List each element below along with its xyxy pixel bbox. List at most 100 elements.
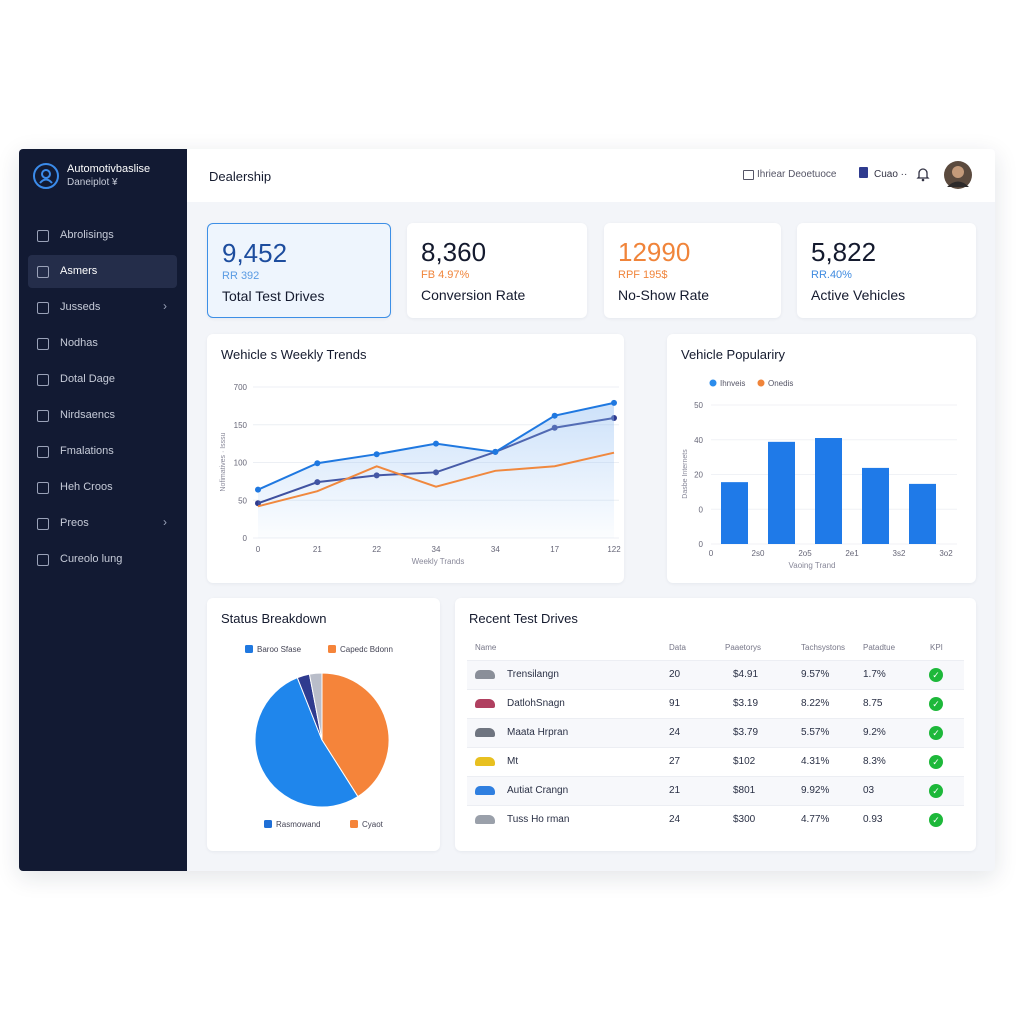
line-chart-card: Wehicle s Weekly Trends 0 50 100 150 700 Nofi…: [207, 334, 624, 583]
table-cell: $801: [733, 785, 756, 796]
nav-item[interactable]: Asmers: [28, 255, 177, 288]
y-tick-label: 100: [234, 459, 248, 468]
table-cell: Maata Hrpran: [507, 727, 569, 738]
nav-label: Preos: [60, 517, 89, 529]
point: [433, 440, 439, 447]
nav-item[interactable]: Dotal Dage: [28, 363, 177, 396]
nav-label: Fmalations: [60, 445, 114, 457]
car-icon: [475, 815, 495, 824]
link-icon: [743, 170, 754, 180]
column-header: Paaetorys: [725, 643, 762, 652]
table-cell: 4.77%: [801, 814, 830, 825]
table-cell: DatlohSnagn: [507, 698, 565, 709]
nav-label: Asmers: [60, 265, 98, 277]
nav-item[interactable]: Abrolisings: [28, 219, 177, 252]
kpi-check: ✓: [929, 726, 943, 740]
row-divider: [467, 747, 964, 748]
kpi-label: Total Test Drives: [222, 288, 325, 304]
header-link[interactable]: Ihriear Deoetuoce: [757, 169, 837, 180]
y-tick-label: 0: [243, 534, 248, 543]
table-cell: Tuss Ho rman: [507, 814, 570, 825]
legend-swatch: [757, 379, 765, 387]
x-tick-label: 21: [313, 545, 322, 554]
column-header: KPI: [930, 643, 943, 652]
table-cell: 5.57%: [801, 727, 830, 738]
table-cell: Autiat Crangn: [507, 785, 569, 796]
y-tick-label: 0: [699, 540, 704, 549]
point: [255, 486, 261, 493]
row-divider: [467, 660, 964, 661]
point: [314, 460, 321, 467]
brand-title: Automotivbaslise: [67, 163, 151, 175]
row-divider: [467, 805, 964, 806]
legend-swatch: [245, 645, 253, 653]
kpi-label: Active Vehicles: [811, 287, 906, 303]
nav-label: Nodhas: [60, 337, 98, 349]
avatar[interactable]: [944, 161, 972, 189]
car-icon: [475, 728, 495, 737]
table-cell: $4.91: [733, 669, 759, 680]
kpi-delta: RR.40%: [811, 269, 852, 281]
y-tick-label: 50: [238, 496, 247, 505]
bar-chart-card: Vehicle Populariry Ihnveis Onedis 0 0 20 40 50…: [667, 334, 976, 583]
table-cell: 0.93: [863, 814, 883, 825]
nav-item[interactable]: Jusseds ›: [28, 291, 177, 324]
y-tick-label: 40: [694, 436, 703, 445]
user-menu[interactable]: Cuao ··: [874, 169, 908, 180]
x-tick-label: 0: [709, 549, 714, 558]
kpi-delta: RR 392: [222, 270, 260, 282]
x-tick-label: 34: [432, 545, 441, 554]
point: [492, 448, 499, 455]
row-bg: [467, 661, 964, 689]
column-header: Patadtue: [863, 643, 896, 652]
sidebar: Automotivbaslise Daneiplot ¥ Abrolisings…: [19, 149, 187, 871]
table-cell: 8.3%: [863, 756, 886, 767]
legend-label: Ihnveis: [720, 379, 745, 388]
column-header: Name: [475, 643, 497, 652]
nav-item[interactable]: Nodhas: [28, 327, 177, 360]
top-bar: Dealership Ihriear Deoetuoce Cuao ··: [187, 149, 995, 202]
legend-label: Onedis: [768, 379, 793, 388]
bell-icon[interactable]: [916, 166, 930, 182]
nav-icon: [37, 266, 49, 278]
line: [257, 451, 615, 508]
table-cell: 20: [669, 669, 681, 680]
nav-icon: [37, 338, 49, 350]
x-tick-label: 2e1: [845, 549, 859, 558]
x-tick-label: 3s2: [893, 549, 906, 558]
y-tick-label: 150: [234, 421, 248, 430]
y-axis-label: Nofimatives · Isssu: [220, 432, 227, 491]
nav-item[interactable]: Heh Croos: [28, 471, 177, 504]
x-axis-label: Weekly Trands: [412, 557, 465, 566]
car-icon: [475, 786, 495, 795]
nav-item[interactable]: Nirdsaencs: [28, 399, 177, 432]
kpi-delta: FB 4.97%: [421, 269, 470, 281]
dashboard: Automotivbaslise Daneiplot ¥ Abrolisings…: [19, 149, 995, 871]
y-tick-label: 700: [234, 383, 248, 392]
kpi-value: 12990: [618, 237, 691, 267]
pie-chart: Baroo Sfase Capedc Bdonn Rasmowand Cyaot: [245, 645, 393, 829]
table-cell: 27: [669, 756, 681, 767]
x-tick-label: 2s0: [752, 549, 765, 558]
point: [373, 451, 380, 458]
nav-icon: [37, 554, 49, 566]
nav-item[interactable]: Cureolo lung: [28, 543, 177, 576]
brand-subtitle: Daneiplot ¥: [67, 177, 118, 188]
chart-title: Status Breakdown: [221, 611, 327, 626]
car-icon: [475, 757, 495, 766]
pie-chart-card: Status Breakdown Baroo Sfase Capedc Bdonn…: [207, 598, 440, 851]
row-divider: [467, 718, 964, 719]
legend-swatch: [264, 820, 272, 828]
nav-item[interactable]: Preos ›: [28, 507, 177, 540]
kpi-value: 8,360: [421, 237, 487, 267]
nav-label: Jusseds: [60, 301, 101, 313]
legend-label: Rasmowand: [276, 820, 320, 829]
x-tick-label: 22: [372, 545, 381, 554]
nav-item[interactable]: Fmalations: [28, 435, 177, 468]
bar: [862, 467, 889, 544]
nav-label: Nirdsaencs: [60, 409, 116, 421]
nav-icon: [37, 230, 49, 242]
legend-label: Capedc Bdonn: [340, 645, 393, 654]
legend-label: Baroo Sfase: [257, 645, 302, 654]
